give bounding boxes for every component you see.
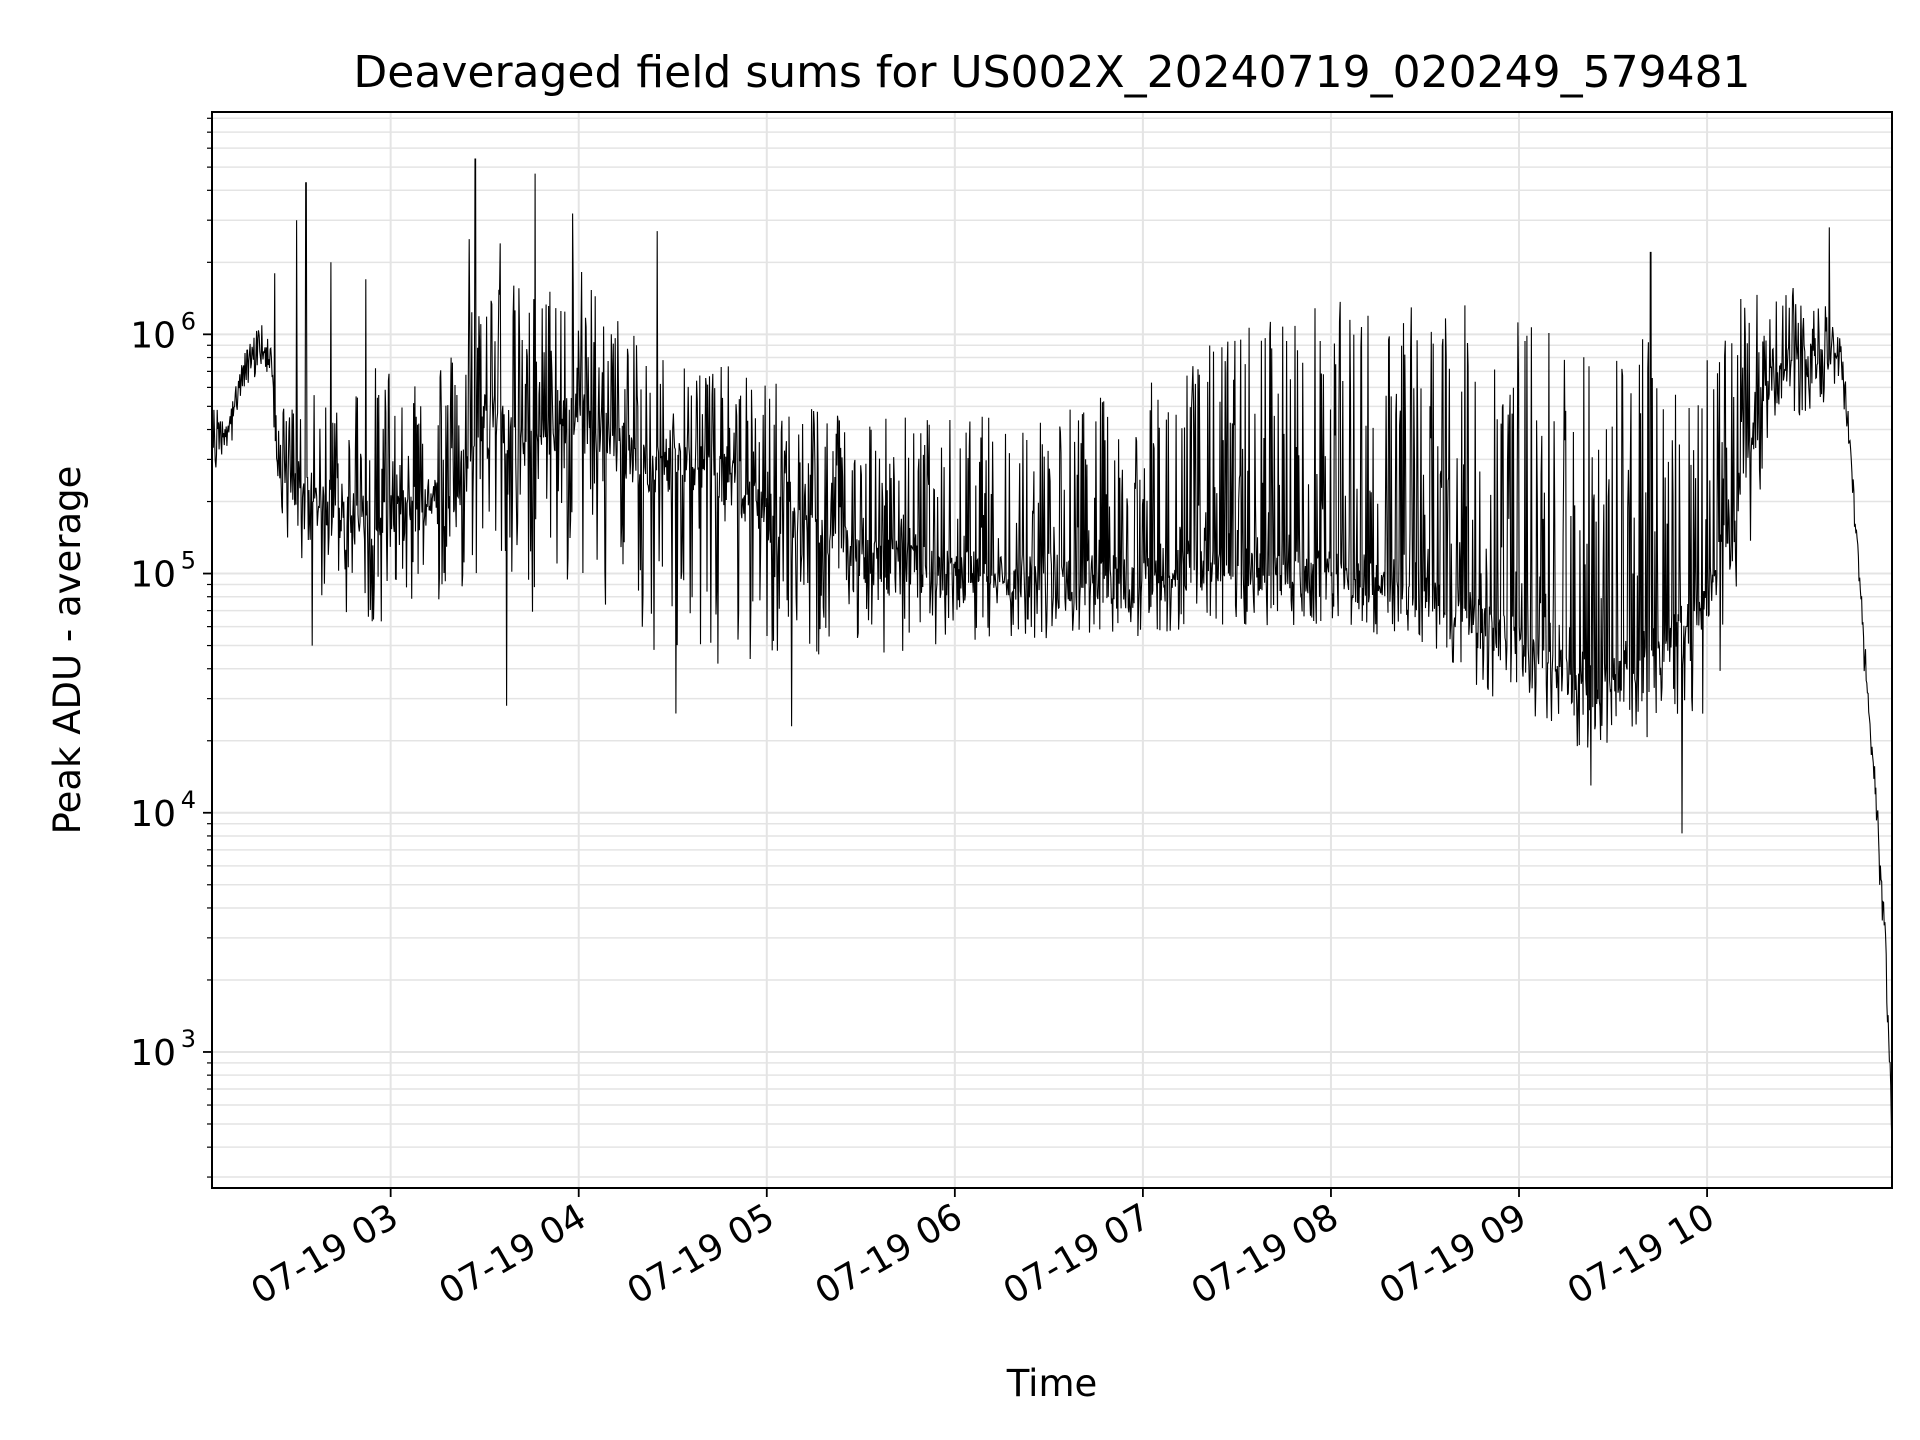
x-axis-label: Time [1006, 1362, 1098, 1405]
y-axis-label: Peak ADU - average [46, 466, 89, 835]
y-tick-exponent: 6 [181, 307, 196, 335]
plot-area [211, 158, 1893, 1148]
y-tick-exponent: 3 [181, 1025, 196, 1053]
chart-title: Deaveraged field sums for US002X_2024071… [353, 47, 1750, 98]
y-tick-exponent: 4 [181, 786, 196, 814]
y-tick-label: 10 [130, 555, 176, 596]
y-tick-label: 10 [130, 794, 176, 835]
y-tick-label: 10 [130, 1033, 176, 1074]
y-tick-label: 10 [130, 315, 176, 356]
y-tick-exponent: 5 [181, 547, 196, 575]
plot-frame [211, 111, 1893, 1189]
series-line [211, 158, 1893, 1148]
